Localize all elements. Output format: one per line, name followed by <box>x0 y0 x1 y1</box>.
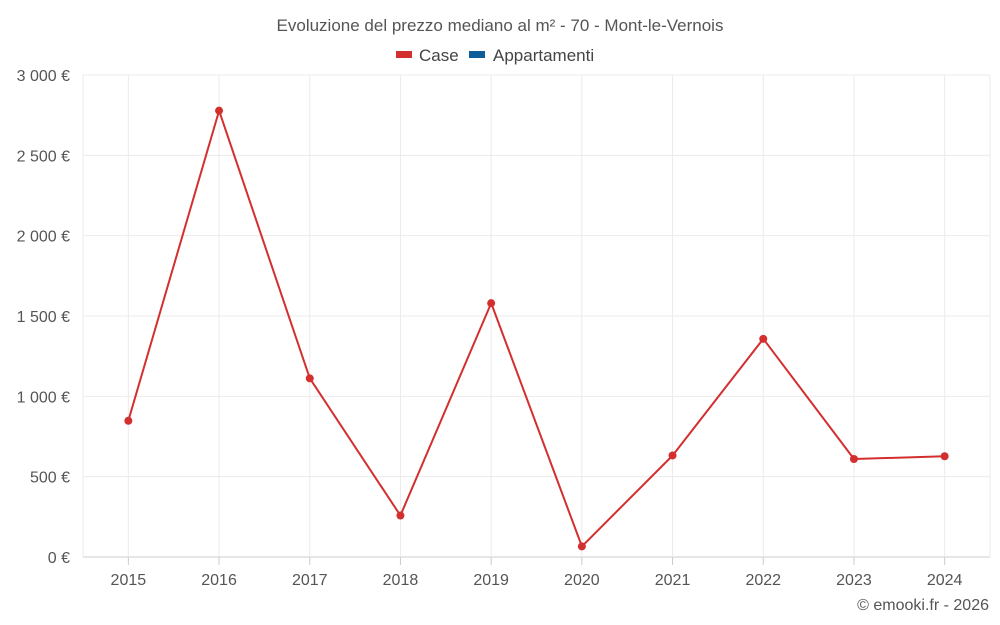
series-line <box>127 109 945 548</box>
legend-swatch-case <box>396 51 412 58</box>
data-point[interactable] <box>124 416 133 425</box>
x-tick-label: 2021 <box>655 572 691 589</box>
x-tick-label: 2019 <box>473 572 509 589</box>
data-point[interactable] <box>668 451 677 460</box>
legend-item-case[interactable]: Case <box>396 46 459 65</box>
y-tick-label: 0 € <box>48 550 70 567</box>
x-tick-label: 2018 <box>383 572 419 589</box>
y-tick-label: 1 000 € <box>17 389 70 406</box>
x-tick-label: 2016 <box>201 572 237 589</box>
legend-item-appartamenti[interactable]: Appartamenti <box>469 46 594 65</box>
grid <box>82 74 991 558</box>
x-tick-label: 2015 <box>111 572 147 589</box>
series-case <box>124 106 949 551</box>
y-tick-label: 3 000 € <box>17 68 70 85</box>
credit-text: © emooki.fr - 2026 <box>857 597 989 614</box>
chart-title: Evoluzione del prezzo mediano al m² - 70… <box>277 16 724 35</box>
legend-label-case: Case <box>419 46 459 65</box>
legend: Case Appartamenti <box>396 46 594 65</box>
legend-swatch-appartamenti <box>469 51 485 58</box>
data-point[interactable] <box>215 106 224 115</box>
data-point[interactable] <box>577 542 586 551</box>
data-point[interactable] <box>940 452 949 461</box>
y-tick-label: 2 500 € <box>17 148 70 165</box>
data-point[interactable] <box>396 511 405 520</box>
x-tick-label: 2022 <box>745 572 781 589</box>
legend-label-appartamenti: Appartamenti <box>493 46 594 65</box>
x-axis-ticks: 2015 2016 2017 2018 2019 2020 2021 2022 2023 2024 <box>111 557 963 589</box>
data-point[interactable] <box>487 299 496 308</box>
x-tick-label: 2020 <box>564 572 600 589</box>
y-tick-label: 1 500 € <box>17 309 70 326</box>
x-tick-label: 2023 <box>836 572 872 589</box>
y-tick-label: 500 € <box>30 470 70 487</box>
data-point[interactable] <box>305 374 314 383</box>
data-point[interactable] <box>759 334 768 343</box>
y-tick-label: 2 000 € <box>17 229 70 246</box>
y-axis-ticks: 0 € 500 € 1 000 € 1 500 € 2 000 € 2 500 € 3 00… <box>17 68 70 567</box>
x-tick-label: 2024 <box>927 572 963 589</box>
x-tick-label: 2017 <box>292 572 328 589</box>
data-point[interactable] <box>849 454 858 463</box>
